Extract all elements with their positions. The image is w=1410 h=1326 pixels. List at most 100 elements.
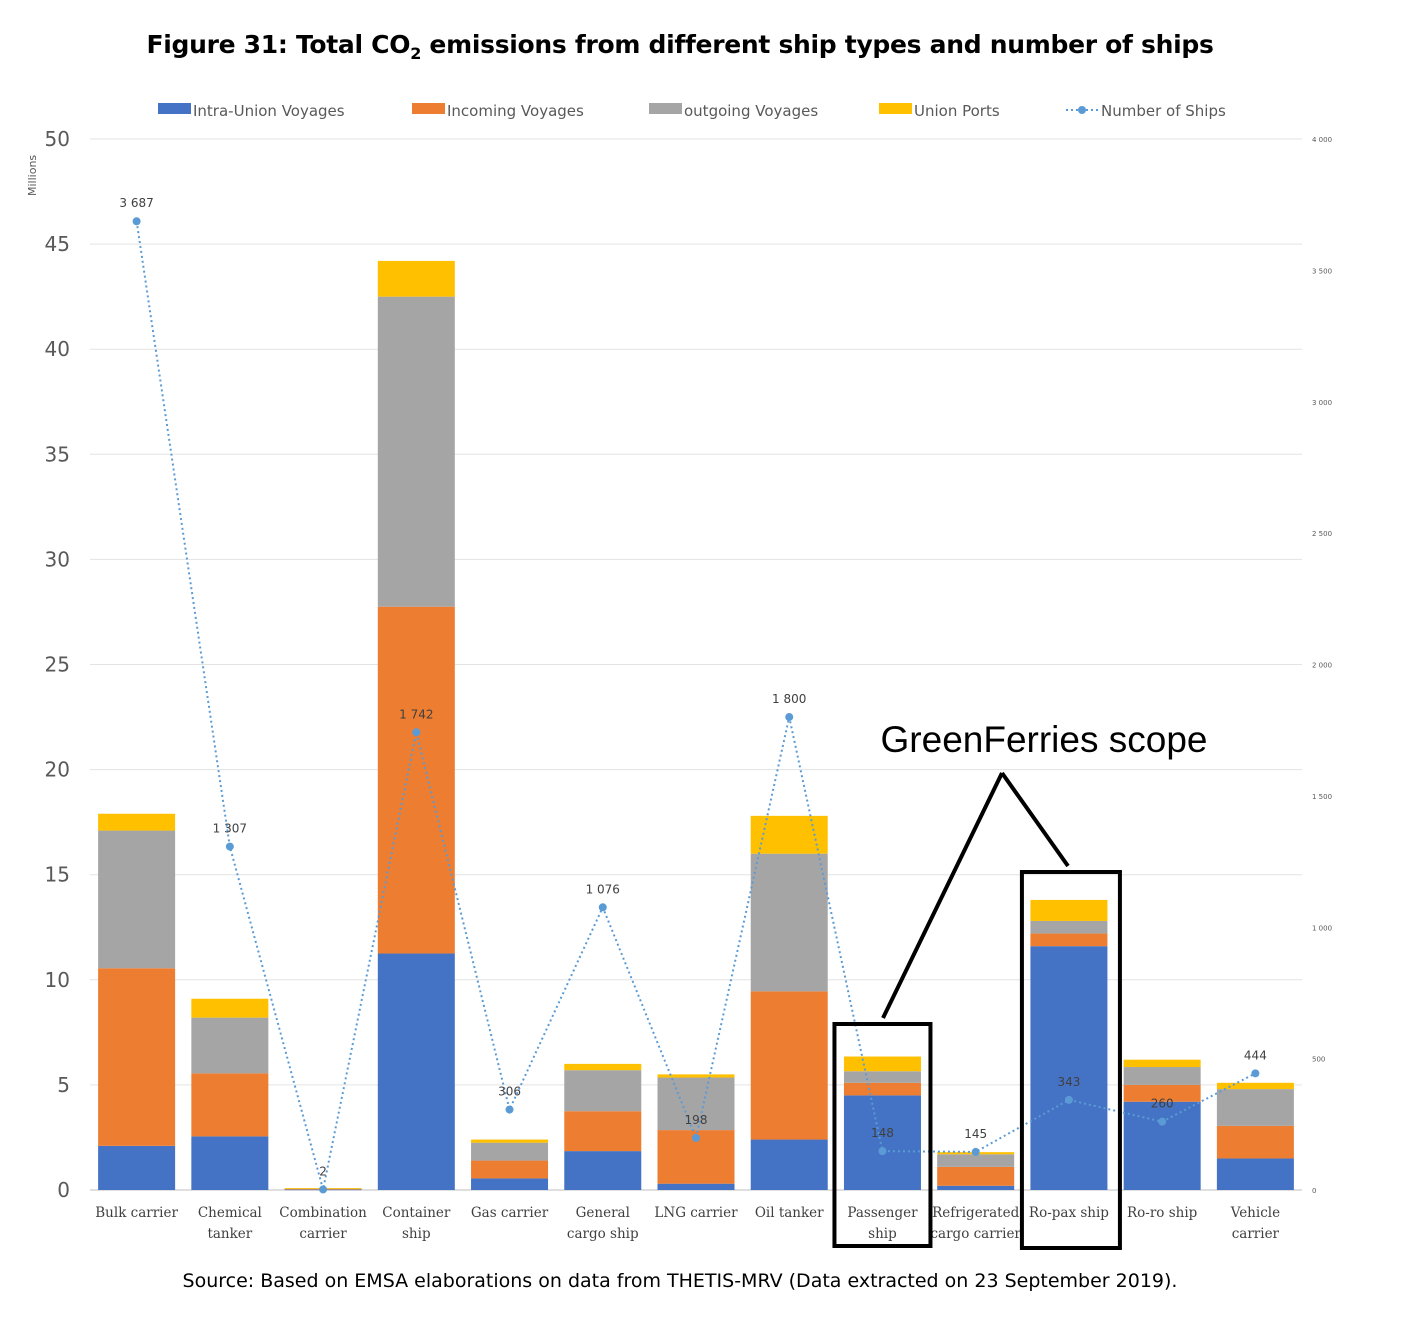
ships-data-label: 343	[1057, 1075, 1080, 1089]
ships-line: 3 687 1 307 2 1 742 306 1 076 198 1 800 148 145 34…	[119, 196, 1267, 1194]
ships-point	[598, 903, 607, 912]
category-label-line: cargo ship	[567, 1226, 639, 1242]
legend-entry: Number of Ships	[1101, 102, 1226, 120]
y2-tick-label: 500	[1312, 1056, 1325, 1064]
annotation-pointer-line	[1000, 771, 1070, 868]
bar-segment-intra-union-voyages	[1123, 1101, 1201, 1190]
bar-segment-outgoing-voyages	[1030, 920, 1108, 934]
y-tick-label: 20	[45, 758, 70, 782]
category-label: Chemical tanker	[198, 1205, 262, 1242]
bar-segment-union-ports	[564, 1063, 642, 1071]
category-label: Ro-pax ship	[1029, 1205, 1109, 1221]
bar-segment-outgoing-voyages	[1123, 1067, 1201, 1085]
category-label-line: Ro-pax ship	[1029, 1205, 1109, 1221]
bar-segment-incoming-voyages	[750, 991, 828, 1140]
chart-title: Figure 31: Total CO2 emissions from diff…	[0, 30, 1360, 63]
ships-point	[505, 1105, 514, 1114]
ships-data-label: 260	[1151, 1097, 1174, 1111]
category-label: Container ship	[382, 1205, 451, 1242]
legend-entry: outgoing Voyages	[684, 102, 818, 120]
legend-entry: Intra-Union Voyages	[193, 102, 345, 120]
bar-segment-intra-union-voyages	[750, 1139, 828, 1190]
category-label-line: LNG carrier	[654, 1205, 738, 1221]
legend-line-marker	[1078, 106, 1086, 114]
bar-segment-intra-union-voyages	[843, 1095, 921, 1190]
y-tick-label: 25	[45, 653, 70, 677]
bar-segment-union-ports	[471, 1139, 549, 1143]
greenferries-annotation: GreenFerries scope	[832, 719, 1208, 1250]
ships-data-label: 1 307	[213, 822, 247, 836]
y-tick-label: 35	[45, 442, 70, 466]
ships-point	[132, 217, 141, 226]
ships-data-label: 145	[964, 1127, 987, 1141]
bar-segment-union-ports	[657, 1074, 735, 1078]
bar-segment-incoming-voyages	[1123, 1084, 1201, 1102]
category-label: Ro-ro ship	[1127, 1205, 1197, 1221]
bar-segment-incoming-voyages	[564, 1111, 642, 1152]
bar-segment-outgoing-voyages	[750, 853, 828, 992]
ships-data-label: 198	[685, 1113, 708, 1127]
bar-segment-outgoing-voyages	[564, 1070, 642, 1112]
ships-point	[1064, 1095, 1073, 1104]
category-label-line: Vehicle	[1230, 1205, 1280, 1221]
bar-segment-incoming-voyages	[471, 1160, 549, 1179]
ships-point	[785, 713, 794, 722]
source-note: Source: Based on EMSA elaborations on da…	[182, 1270, 1178, 1292]
y-tick-label: 50	[45, 127, 70, 151]
ships-point	[225, 842, 234, 851]
annotation-text: GreenFerries scope	[881, 719, 1208, 760]
category-label-line: General	[576, 1205, 630, 1221]
y2-tick-label: 0	[1312, 1187, 1316, 1195]
ships-data-label: 1 742	[399, 707, 433, 721]
y-tick-label: 40	[45, 337, 70, 361]
y-tick-label: 45	[45, 232, 70, 256]
y2-tick-label: 3 000	[1312, 399, 1332, 407]
category-label-line: cargo carrier	[930, 1226, 1021, 1242]
bar-segment-intra-union-voyages	[657, 1183, 735, 1190]
category-label-line: carrier	[299, 1226, 347, 1242]
bar-segment-outgoing-voyages	[1216, 1089, 1294, 1126]
category-label: Combination carrier	[279, 1205, 367, 1242]
y-tick-label: 0	[57, 1178, 70, 1202]
legend-entry: Union Ports	[914, 102, 1000, 120]
bar-segment-outgoing-voyages	[98, 830, 176, 969]
category-label-line: ship	[402, 1226, 431, 1242]
legend-entry: Incoming Voyages	[447, 102, 584, 120]
bar-segment-intra-union-voyages	[191, 1136, 269, 1190]
ships-point	[1158, 1117, 1167, 1126]
bar-segment-union-ports	[98, 813, 176, 831]
y-axis-ticks: 0 5 10 15 20 25 30 35 40 45 50	[45, 127, 70, 1202]
category-label-line: Chemical	[198, 1205, 262, 1221]
legend-swatch	[649, 103, 682, 114]
ships-point	[692, 1133, 700, 1142]
bar-segment-outgoing-voyages	[377, 296, 455, 607]
bar-segment-incoming-voyages	[191, 1073, 269, 1137]
bar-segment-union-ports	[1123, 1059, 1201, 1068]
ships-data-label: 148	[871, 1126, 894, 1140]
y2-tick-label: 2 000	[1312, 662, 1332, 670]
bar-segment-intra-union-voyages	[98, 1145, 176, 1190]
bar-segment-incoming-voyages	[1030, 933, 1108, 947]
y-tick-label: 15	[45, 863, 70, 887]
annotation-pointer-line	[881, 772, 1004, 1019]
ships-data-label: 306	[498, 1085, 521, 1099]
category-label-line: ship	[868, 1226, 897, 1242]
ships-point	[1251, 1069, 1260, 1078]
chart-title-suffix: emissions from different ship types and …	[421, 30, 1214, 59]
chart-title-subscript: 2	[410, 44, 422, 63]
bar-segment-union-ports	[1030, 899, 1108, 921]
category-label: Bulk carrier	[95, 1205, 178, 1221]
category-label-line: Passenger	[847, 1205, 918, 1221]
category-label: Refrigerated cargo carrier	[930, 1205, 1021, 1242]
bar-segment-incoming-voyages	[1216, 1125, 1294, 1159]
x-axis-category-labels: Bulk carrier Chemical tanker Combination car…	[95, 1205, 1280, 1242]
bar-segment-incoming-voyages	[937, 1166, 1015, 1186]
bar-segment-union-ports	[1216, 1082, 1294, 1090]
y2-tick-label: 1 500	[1312, 793, 1332, 801]
ships-data-label: 3 687	[119, 196, 153, 210]
y-tick-label: 30	[45, 547, 70, 571]
y2-tick-label: 4 000	[1312, 136, 1332, 144]
bar-segment-incoming-voyages	[843, 1082, 921, 1096]
category-label-line: Container	[382, 1205, 451, 1221]
